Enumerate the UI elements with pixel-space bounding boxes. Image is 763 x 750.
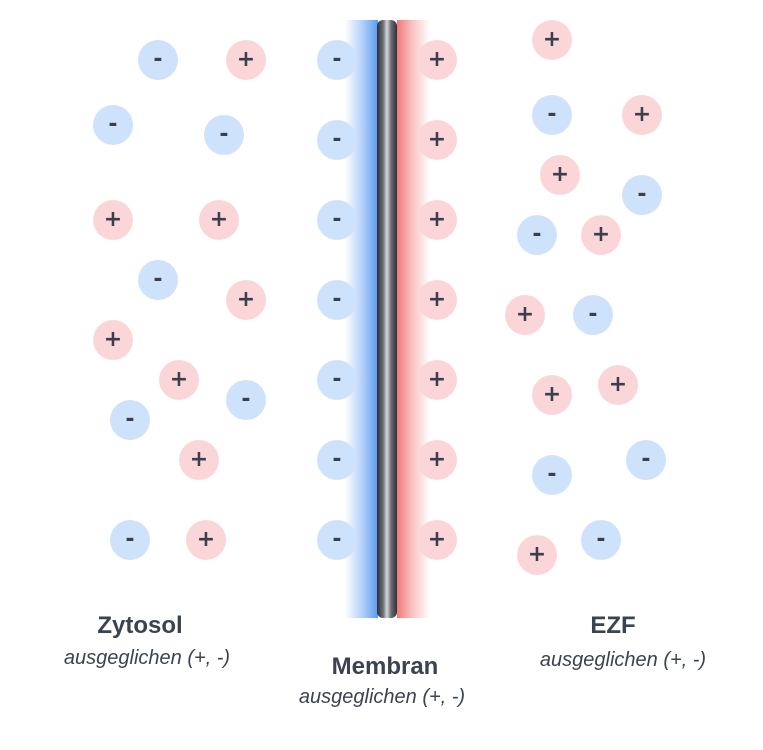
ecf-anion: - xyxy=(532,455,572,495)
cytosol-cation: + xyxy=(226,280,266,320)
cytosol-cation: + xyxy=(159,360,199,400)
cytosol-cation: + xyxy=(179,440,219,480)
membrane-inner-anion: - xyxy=(317,40,357,80)
ecf-anion: - xyxy=(622,175,662,215)
membrane-outer-cation: + xyxy=(417,40,457,80)
membrane-inner-anion: - xyxy=(317,280,357,320)
membrane-outer-cation: + xyxy=(417,120,457,160)
cytosol-cation: + xyxy=(93,320,133,360)
membrane-inner-side xyxy=(345,20,378,618)
cytosol-title: Zytosol xyxy=(97,612,183,639)
ecf-anion: - xyxy=(532,95,572,135)
cell-membrane xyxy=(345,20,430,618)
cytosol-anion: - xyxy=(138,40,178,80)
membrane-outer-cation: + xyxy=(417,280,457,320)
cytosol-anion: - xyxy=(226,380,266,420)
cytosol-anion: - xyxy=(110,520,150,560)
ecf-cation: + xyxy=(598,365,638,405)
membrane-inner-anion: - xyxy=(317,120,357,160)
ecf-cation: + xyxy=(532,20,572,60)
cytosol-cation: + xyxy=(93,200,133,240)
membrane-outer-cation: + xyxy=(417,440,457,480)
membrane-core xyxy=(377,20,397,618)
cytosol-anion: - xyxy=(204,115,244,155)
membrane-outer-cation: + xyxy=(417,360,457,400)
membrane-outer-cation: + xyxy=(417,200,457,240)
ecf-anion: - xyxy=(581,520,621,560)
cytosol-cation: + xyxy=(199,200,239,240)
ecf-cation: + xyxy=(517,535,557,575)
ecf-anion: - xyxy=(626,440,666,480)
ecf-cation: + xyxy=(540,155,580,195)
ecf-cation: + xyxy=(622,95,662,135)
ecf-subtitle: ausgeglichen (+, -) xyxy=(539,649,707,671)
membrane-inner-anion: - xyxy=(317,520,357,560)
cytosol-subtitle: ausgeglichen (+, -) xyxy=(63,647,231,669)
ecf-title: EZF xyxy=(590,612,636,639)
cytosol-anion: - xyxy=(138,260,178,300)
membrane-subtitle: ausgeglichen (+, -) xyxy=(298,686,466,708)
cytosol-anion: - xyxy=(93,105,133,145)
ecf-cation: + xyxy=(532,375,572,415)
cytosol-cation: + xyxy=(226,40,266,80)
membrane-inner-anion: - xyxy=(317,360,357,400)
ecf-anion: - xyxy=(517,215,557,255)
cytosol-anion: - xyxy=(110,400,150,440)
membrane-outer-side xyxy=(397,20,430,618)
ecf-cation: + xyxy=(581,215,621,255)
membrane-outer-cation: + xyxy=(417,520,457,560)
membrane-title: Membran xyxy=(331,653,439,680)
membrane-inner-anion: - xyxy=(317,440,357,480)
membrane-inner-anion: - xyxy=(317,200,357,240)
cytosol-cation: + xyxy=(186,520,226,560)
ecf-anion: - xyxy=(573,295,613,335)
ecf-cation: + xyxy=(505,295,545,335)
